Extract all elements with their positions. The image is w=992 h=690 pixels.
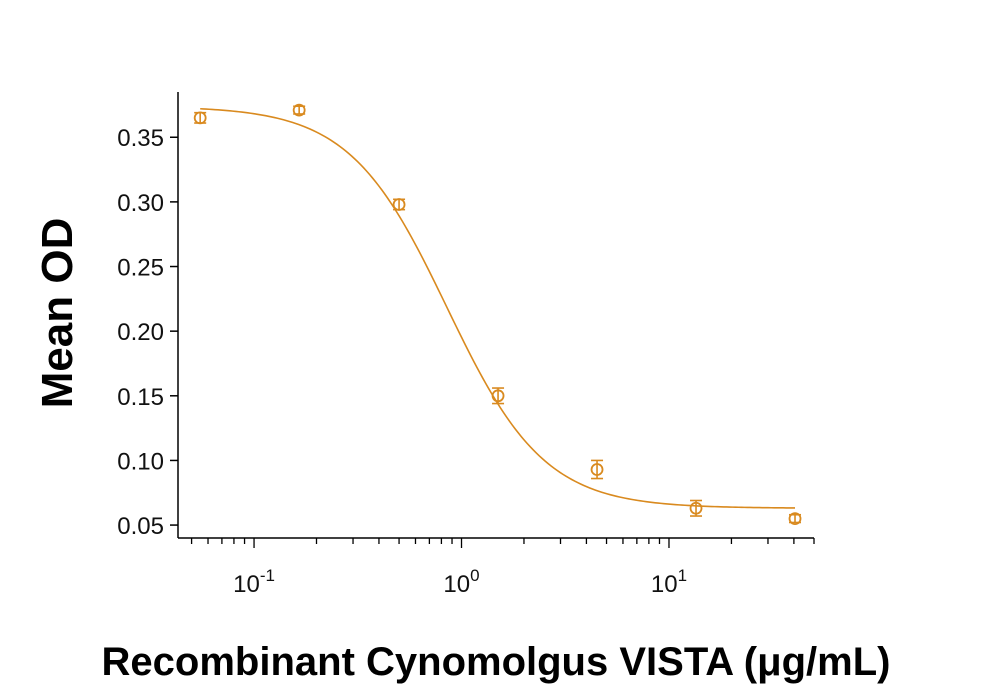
data-points	[193, 103, 802, 526]
y-axis-title: Mean OD	[33, 218, 82, 409]
x-tick-base: 10	[443, 571, 470, 598]
y-tick-label: 0.15	[117, 384, 164, 411]
x-tick-exponent: -1	[260, 566, 275, 585]
data-marker	[491, 389, 505, 403]
plot-area: 0.050.100.150.200.250.300.35 10-1 100 101	[117, 92, 815, 598]
y-tick-label: 0.35	[117, 125, 164, 152]
x-tick-base: 10	[233, 571, 260, 598]
data-marker	[590, 463, 604, 476]
data-point	[292, 103, 306, 117]
y-tick-label: 0.20	[117, 319, 164, 346]
y-tick-label: 0.05	[117, 513, 164, 540]
x-tick-exponent: 1	[678, 566, 687, 585]
data-marker	[788, 512, 802, 526]
data-point	[392, 198, 406, 211]
x-axis-title: Recombinant Cynomolgus VISTA (μg/mL)	[102, 640, 891, 684]
data-marker	[689, 501, 703, 515]
data-point	[491, 387, 505, 405]
y-tick-label: 0.10	[117, 448, 164, 475]
data-point	[193, 111, 207, 125]
y-axis-ticks: 0.05 0.10 0.15 0.20 0.25 0.30 0.35	[117, 125, 178, 540]
x-tick-label: 100	[443, 566, 479, 598]
data-point	[590, 459, 604, 480]
data-marker	[392, 198, 406, 211]
data-point	[788, 512, 802, 526]
x-tick-label: 10-1	[233, 566, 275, 598]
x-tick-exponent: 0	[470, 566, 479, 585]
x-tick-base: 10	[651, 571, 678, 598]
x-tick-label: 101	[651, 566, 687, 598]
fit-curve	[200, 107, 796, 509]
y-tick-label: 0.30	[117, 190, 164, 217]
data-point	[689, 499, 703, 517]
data-marker	[193, 111, 207, 125]
y-tick-label: 0.25	[117, 255, 164, 282]
x-axis-ticks: 10-1 100 101	[190, 538, 815, 598]
data-marker	[292, 103, 306, 117]
